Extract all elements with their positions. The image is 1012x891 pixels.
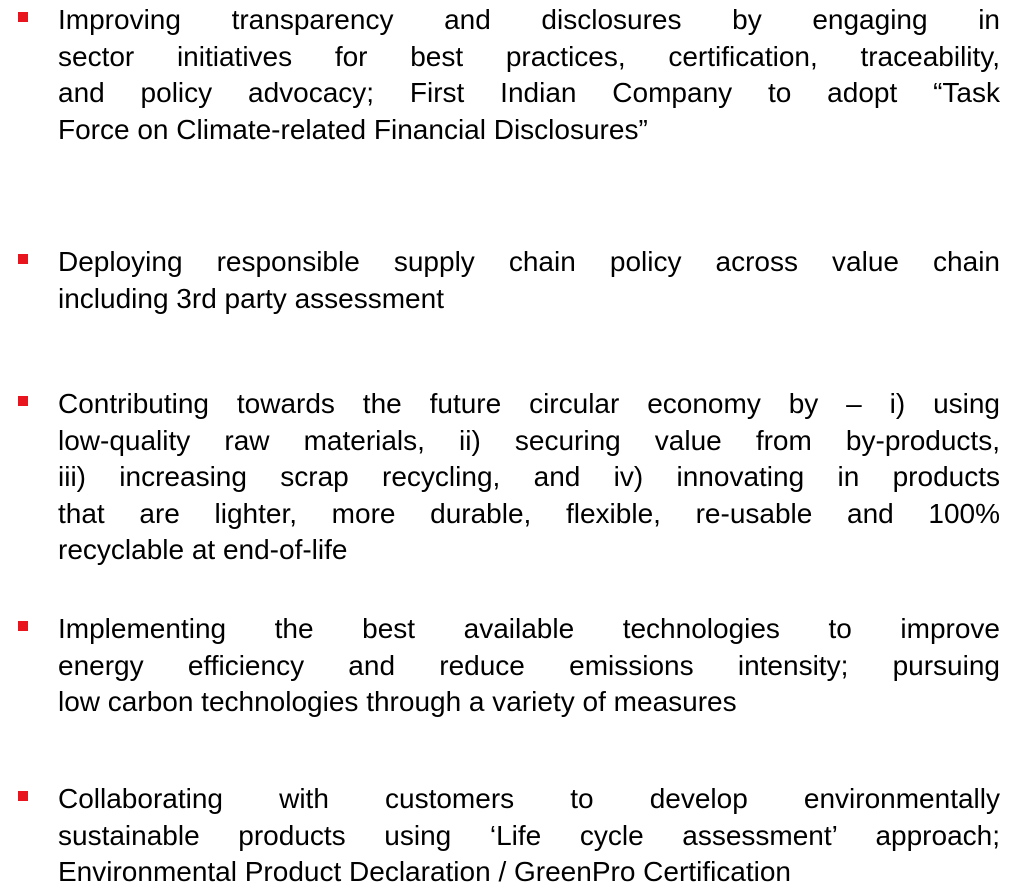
bullet-text-line: Collaborating with customers to develop …: [58, 783, 1000, 814]
bullet-marker: [18, 791, 28, 801]
bullet-text-line: recyclable at end-of-life: [58, 534, 348, 565]
bullet-text-line: including 3rd party assessment: [58, 282, 444, 314]
bullet-text-line: iii) increasing scrap recycling, and iv)…: [58, 461, 1000, 492]
bullet-text-line: Improving transparency and disclosures b…: [58, 4, 1000, 35]
bullet-text-line: Implementing the best available technolo…: [58, 613, 1000, 644]
bullet-marker: [18, 396, 28, 406]
bullet-text-line: sustainable products using ‘Life cycle a…: [58, 819, 1000, 851]
bullet-text-line: Force on Climate-related Financial Discl…: [58, 113, 648, 145]
bullet-text-line: Deploying responsible supply chain polic…: [58, 246, 1000, 277]
bullet-text-line: sector initiatives for best practices, c…: [58, 40, 1000, 72]
bullet-text-line: low carbon technologies through a variet…: [58, 686, 737, 717]
bullet-marker: [18, 254, 28, 264]
bullet-marker: [18, 621, 28, 631]
bullet-text-line: that are lighter, more durable, flexible…: [58, 497, 1000, 529]
bullet-text-line: Environmental Product Declaration / Gree…: [58, 856, 792, 887]
bullet-text-line: low-quality raw materials, ii) securing …: [58, 424, 1000, 456]
bullet-marker: [18, 12, 28, 22]
bullet-text-line: and policy advocacy; First Indian Compan…: [58, 77, 1000, 108]
bullet-text-line: Contributing towards the future circular…: [58, 388, 1000, 419]
bullet-text-line: energy efficiency and reduce emissions i…: [58, 649, 1000, 681]
